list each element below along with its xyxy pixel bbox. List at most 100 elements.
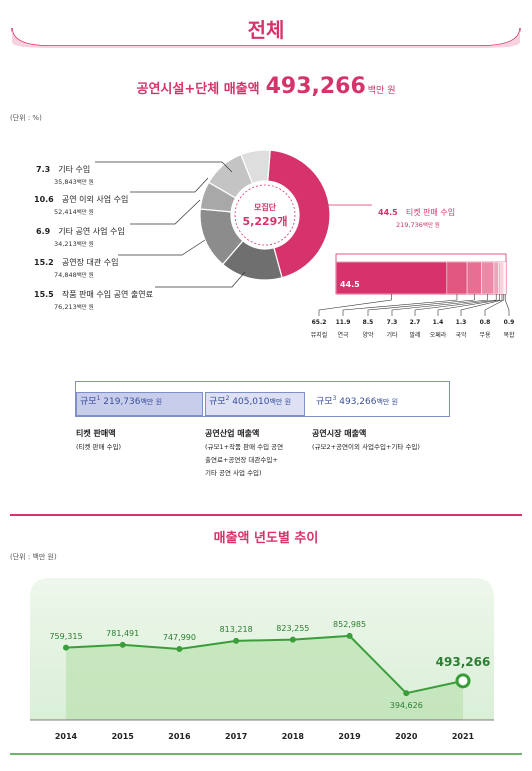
trend-point xyxy=(119,641,126,648)
scale-desc-line: (규모2+공연이외 사업수입+기타 수입) xyxy=(312,443,420,451)
scale-desc-title-3: 공연시장 매출액 xyxy=(312,429,367,438)
scale-desc-line: (티켓 판매 수입) xyxy=(76,443,122,451)
trend-value-label: 493,266 xyxy=(435,654,491,669)
breakdown-leaders xyxy=(318,294,510,316)
trend-title: 매출액 년도별 추이 xyxy=(213,531,319,546)
legend-name: 공연장 대관 수입 xyxy=(61,258,119,267)
breakdown-pct: 1.3 xyxy=(455,319,467,326)
breakdown-name: 오페라 xyxy=(429,332,447,339)
donut-center-label: 모집단 xyxy=(253,203,277,212)
breakdown-pct: 8.5 xyxy=(362,319,374,326)
legend-amount: 52,414백만 원 xyxy=(54,208,94,216)
scale-3: 규모3 493,266백만 원 xyxy=(316,395,399,407)
year-tick-label: 2018 xyxy=(281,732,304,741)
breakdown-pct: 2.7 xyxy=(409,319,421,326)
title-banner xyxy=(11,27,521,48)
donut-chart xyxy=(199,149,331,281)
ticket-name: 티켓 판매 수입 xyxy=(405,208,456,217)
legend-amount: 34,213백만 원 xyxy=(54,240,94,248)
breakdown-leader xyxy=(484,294,505,316)
legend-amount: 35,843백만 원 xyxy=(54,178,94,186)
trend-point xyxy=(346,632,353,639)
scale-desc-line: (규모1+작품 판매 수입 공연 xyxy=(205,443,284,451)
breakdown-pct: 0.8 xyxy=(479,319,491,326)
headline-value: 493,266 xyxy=(265,74,366,99)
scale-desc-title-1: 티켓 판매액 xyxy=(76,429,116,438)
breakdown-pct: 0.9 xyxy=(503,319,515,326)
donut-slice xyxy=(240,149,271,185)
breakdown-pct: 1.4 xyxy=(432,319,444,326)
year-tick-label: 2015 xyxy=(111,732,134,741)
legend-name: 공연 이외 사업 수입 xyxy=(61,195,129,204)
year-tick-label: 2014 xyxy=(54,732,78,741)
year-tick-label: 2016 xyxy=(168,732,191,741)
breakdown-name: 국악 xyxy=(455,332,467,339)
scale-2-fill xyxy=(205,392,305,416)
donut-center-value: 5,229개 xyxy=(242,215,288,228)
page-title: 전체 xyxy=(247,18,285,42)
breakdown-leader xyxy=(391,294,489,316)
breakdown-segment xyxy=(498,262,502,294)
trend-point xyxy=(233,637,240,644)
headline-label: 공연시설+단체 매출액 xyxy=(136,82,260,97)
breakdown-leader xyxy=(460,294,503,316)
breakdown-name: 연극 xyxy=(337,332,349,339)
scale-desc-line: 기타 공연 사업 수입) xyxy=(205,469,262,477)
trend-area-fill xyxy=(66,635,463,720)
breakdown-name: 기타 xyxy=(386,332,398,339)
legend-amount: 74,848백만 원 xyxy=(54,271,94,279)
ticket-breakdown-bar xyxy=(336,262,506,294)
legend-item: 7.3 기타 수입 xyxy=(36,157,106,176)
breakdown-pct: 11.9 xyxy=(335,319,351,326)
legend-item: 10.6 공연 이외 사업 수입 xyxy=(34,187,144,206)
breakdown-leader xyxy=(414,294,497,316)
headline: 공연시설+단체 매출액 493,266 백만 원 xyxy=(0,74,532,99)
trend-value-label: 759,315 xyxy=(49,631,83,641)
scale-1-fill xyxy=(76,392,203,416)
trend-point xyxy=(403,690,410,697)
breakdown-leader xyxy=(367,294,475,316)
trend-value-label: 781,491 xyxy=(106,628,140,638)
trend-point xyxy=(455,673,471,689)
scale-1: 규모1 219,736백만 원 xyxy=(80,395,163,407)
trend-value-label: 747,990 xyxy=(162,633,196,642)
trend-point xyxy=(63,644,69,651)
trend-value-label: 813,218 xyxy=(219,624,253,634)
legend-pct: 6.9 xyxy=(36,227,51,236)
trend-line xyxy=(65,634,464,695)
legend-name: 작품 판매 수입 공연 출연료 xyxy=(61,290,153,299)
legend-pct: 15.5 xyxy=(34,290,54,299)
breakdown-leader xyxy=(504,294,510,316)
legend-item: 6.9 기타 공연 사업 수입 xyxy=(36,219,146,238)
breakdown-leader xyxy=(437,294,501,316)
breakdown-pct: 65.2 xyxy=(311,319,327,326)
ticket-pct: 44.5 xyxy=(378,208,398,217)
breakdown-name: 발레 xyxy=(409,332,421,339)
trend-point xyxy=(176,646,183,653)
ticket-amount: 219,736백만 원 xyxy=(396,221,440,229)
breakdown-pct: 7.3 xyxy=(386,319,398,326)
breakdown-segment xyxy=(466,262,482,294)
ticket-bar-pct: 44.5 xyxy=(340,280,360,289)
breakdown-segment xyxy=(481,262,495,294)
trend-value-label: 394,626 xyxy=(389,701,423,711)
breakdown-leader xyxy=(318,294,392,316)
year-tick-label: 2019 xyxy=(338,732,361,741)
breakdown-segment xyxy=(446,262,468,294)
scale-desc-line: 출연료+공연장 대관수입+ xyxy=(205,456,278,464)
breakdown-segment xyxy=(336,262,448,294)
breakdown-name: 복합 xyxy=(503,332,515,339)
ticket-legend: 44.5 티켓 판매 수입 xyxy=(378,200,455,219)
legend-name: 기타 수입 xyxy=(58,165,91,174)
section-divider xyxy=(10,514,522,516)
breakdown-name: 무용 xyxy=(479,332,491,339)
scale-desc-title-2: 공연산업 매출액 xyxy=(205,429,260,438)
trend-value-label: 852,985 xyxy=(333,619,367,629)
unit-note: (단위 : %) xyxy=(10,114,42,122)
breakdown-leader xyxy=(342,294,458,316)
year-tick-label: 2020 xyxy=(395,732,418,741)
year-tick-label: 2021 xyxy=(451,732,475,741)
legend-item: 15.5 작품 판매 수입 공연 출연료 xyxy=(34,282,164,301)
breakdown-segment xyxy=(504,262,506,294)
breakdown-name: 뮤지컬 xyxy=(310,332,328,339)
